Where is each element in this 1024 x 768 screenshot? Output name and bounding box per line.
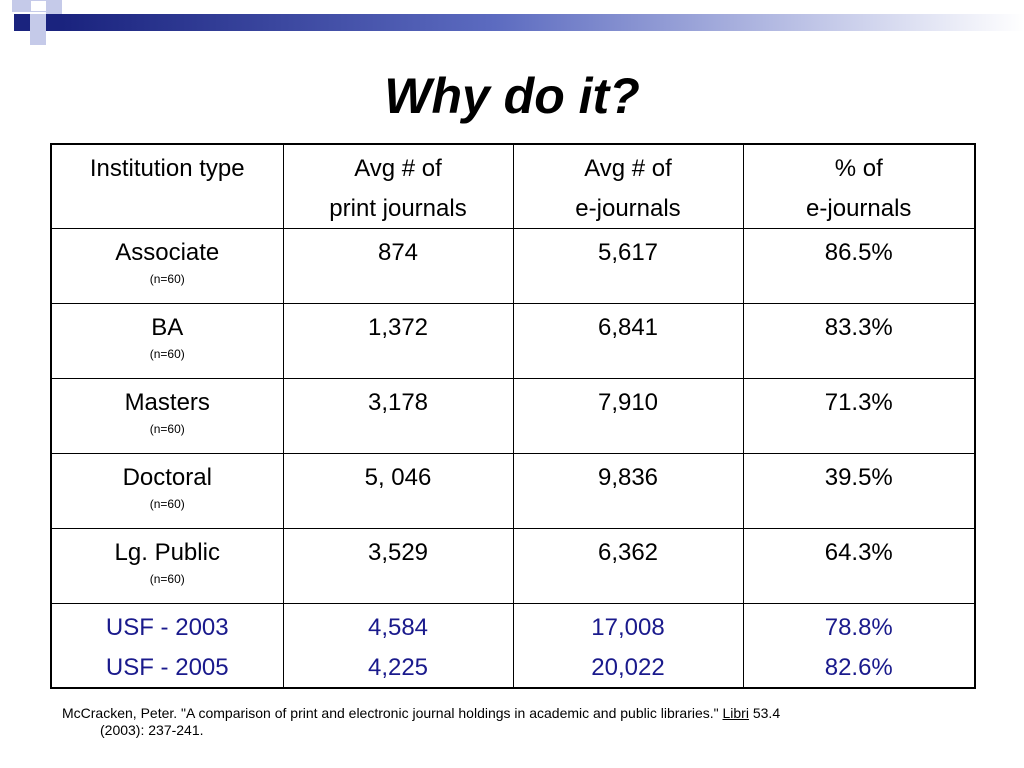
table-row: BA (n=60) 1,372 6,841 83.3% [50, 302, 976, 379]
journal-holdings-table: Institution type Avg # of print journals… [50, 143, 976, 689]
band-square [46, 14, 62, 31]
header-avg-print: Avg # of print journals [282, 143, 514, 229]
table-row: Masters (n=60) 3,178 7,910 71.3% [50, 377, 976, 454]
table-row: Associate (n=60) 874 5,617 86.5% [50, 227, 976, 304]
gradient-bar [62, 14, 1024, 31]
band-square [30, 14, 46, 31]
cell-institution-type: Masters (n=60) [50, 377, 284, 454]
cell-institution-type: Doctoral (n=60) [50, 452, 284, 529]
cell-pct: 64.3% [742, 527, 976, 604]
cell-institution-type: Lg. Public (n=60) [50, 527, 284, 604]
cell-pct: 39.5% [742, 452, 976, 529]
cell-pct: 86.5% [742, 227, 976, 304]
header-pct-ejournals: % of e-journals [742, 143, 976, 229]
cell-ejournals: 6,362 [512, 527, 744, 604]
cell-print: 4,584 4,225 [282, 602, 514, 689]
cell-ejournals: 9,836 [512, 452, 744, 529]
cell-print: 1,372 [282, 302, 514, 379]
table-row-usf: USF - 2003 USF - 2005 4,584 4,225 17,008… [50, 602, 976, 689]
band-square [46, 0, 62, 14]
journal-title: Libri [722, 705, 749, 721]
source-citation: McCracken, Peter. "A comparison of print… [62, 705, 781, 738]
cell-print: 5, 046 [282, 452, 514, 529]
band-square [14, 14, 30, 31]
decorative-header-band [0, 0, 1024, 45]
cell-ejournals: 7,910 [512, 377, 744, 454]
table-header-row: Institution type Avg # of print journals… [50, 143, 976, 229]
table-row: Doctoral (n=60) 5, 046 9,836 39.5% [50, 452, 976, 529]
cell-ejournals: 17,008 20,022 [512, 602, 744, 689]
cell-print: 874 [282, 227, 514, 304]
slide-title: Why do it? [384, 68, 640, 124]
cell-ejournals: 5,617 [512, 227, 744, 304]
cell-institution-type: BA (n=60) [50, 302, 284, 379]
band-square [12, 0, 30, 12]
band-square [30, 0, 50, 12]
cell-pct: 78.8% 82.6% [742, 602, 976, 689]
header-avg-ejournals: Avg # of e-journals [512, 143, 744, 229]
cell-print: 3,178 [282, 377, 514, 454]
cell-pct: 71.3% [742, 377, 976, 454]
header-institution-type: Institution type [50, 143, 284, 229]
cell-pct: 83.3% [742, 302, 976, 379]
band-square [30, 31, 46, 45]
cell-institution-type: USF - 2003 USF - 2005 [50, 602, 284, 689]
cell-institution-type: Associate (n=60) [50, 227, 284, 304]
table-row: Lg. Public (n=60) 3,529 6,362 64.3% [50, 527, 976, 604]
cell-ejournals: 6,841 [512, 302, 744, 379]
cell-print: 3,529 [282, 527, 514, 604]
